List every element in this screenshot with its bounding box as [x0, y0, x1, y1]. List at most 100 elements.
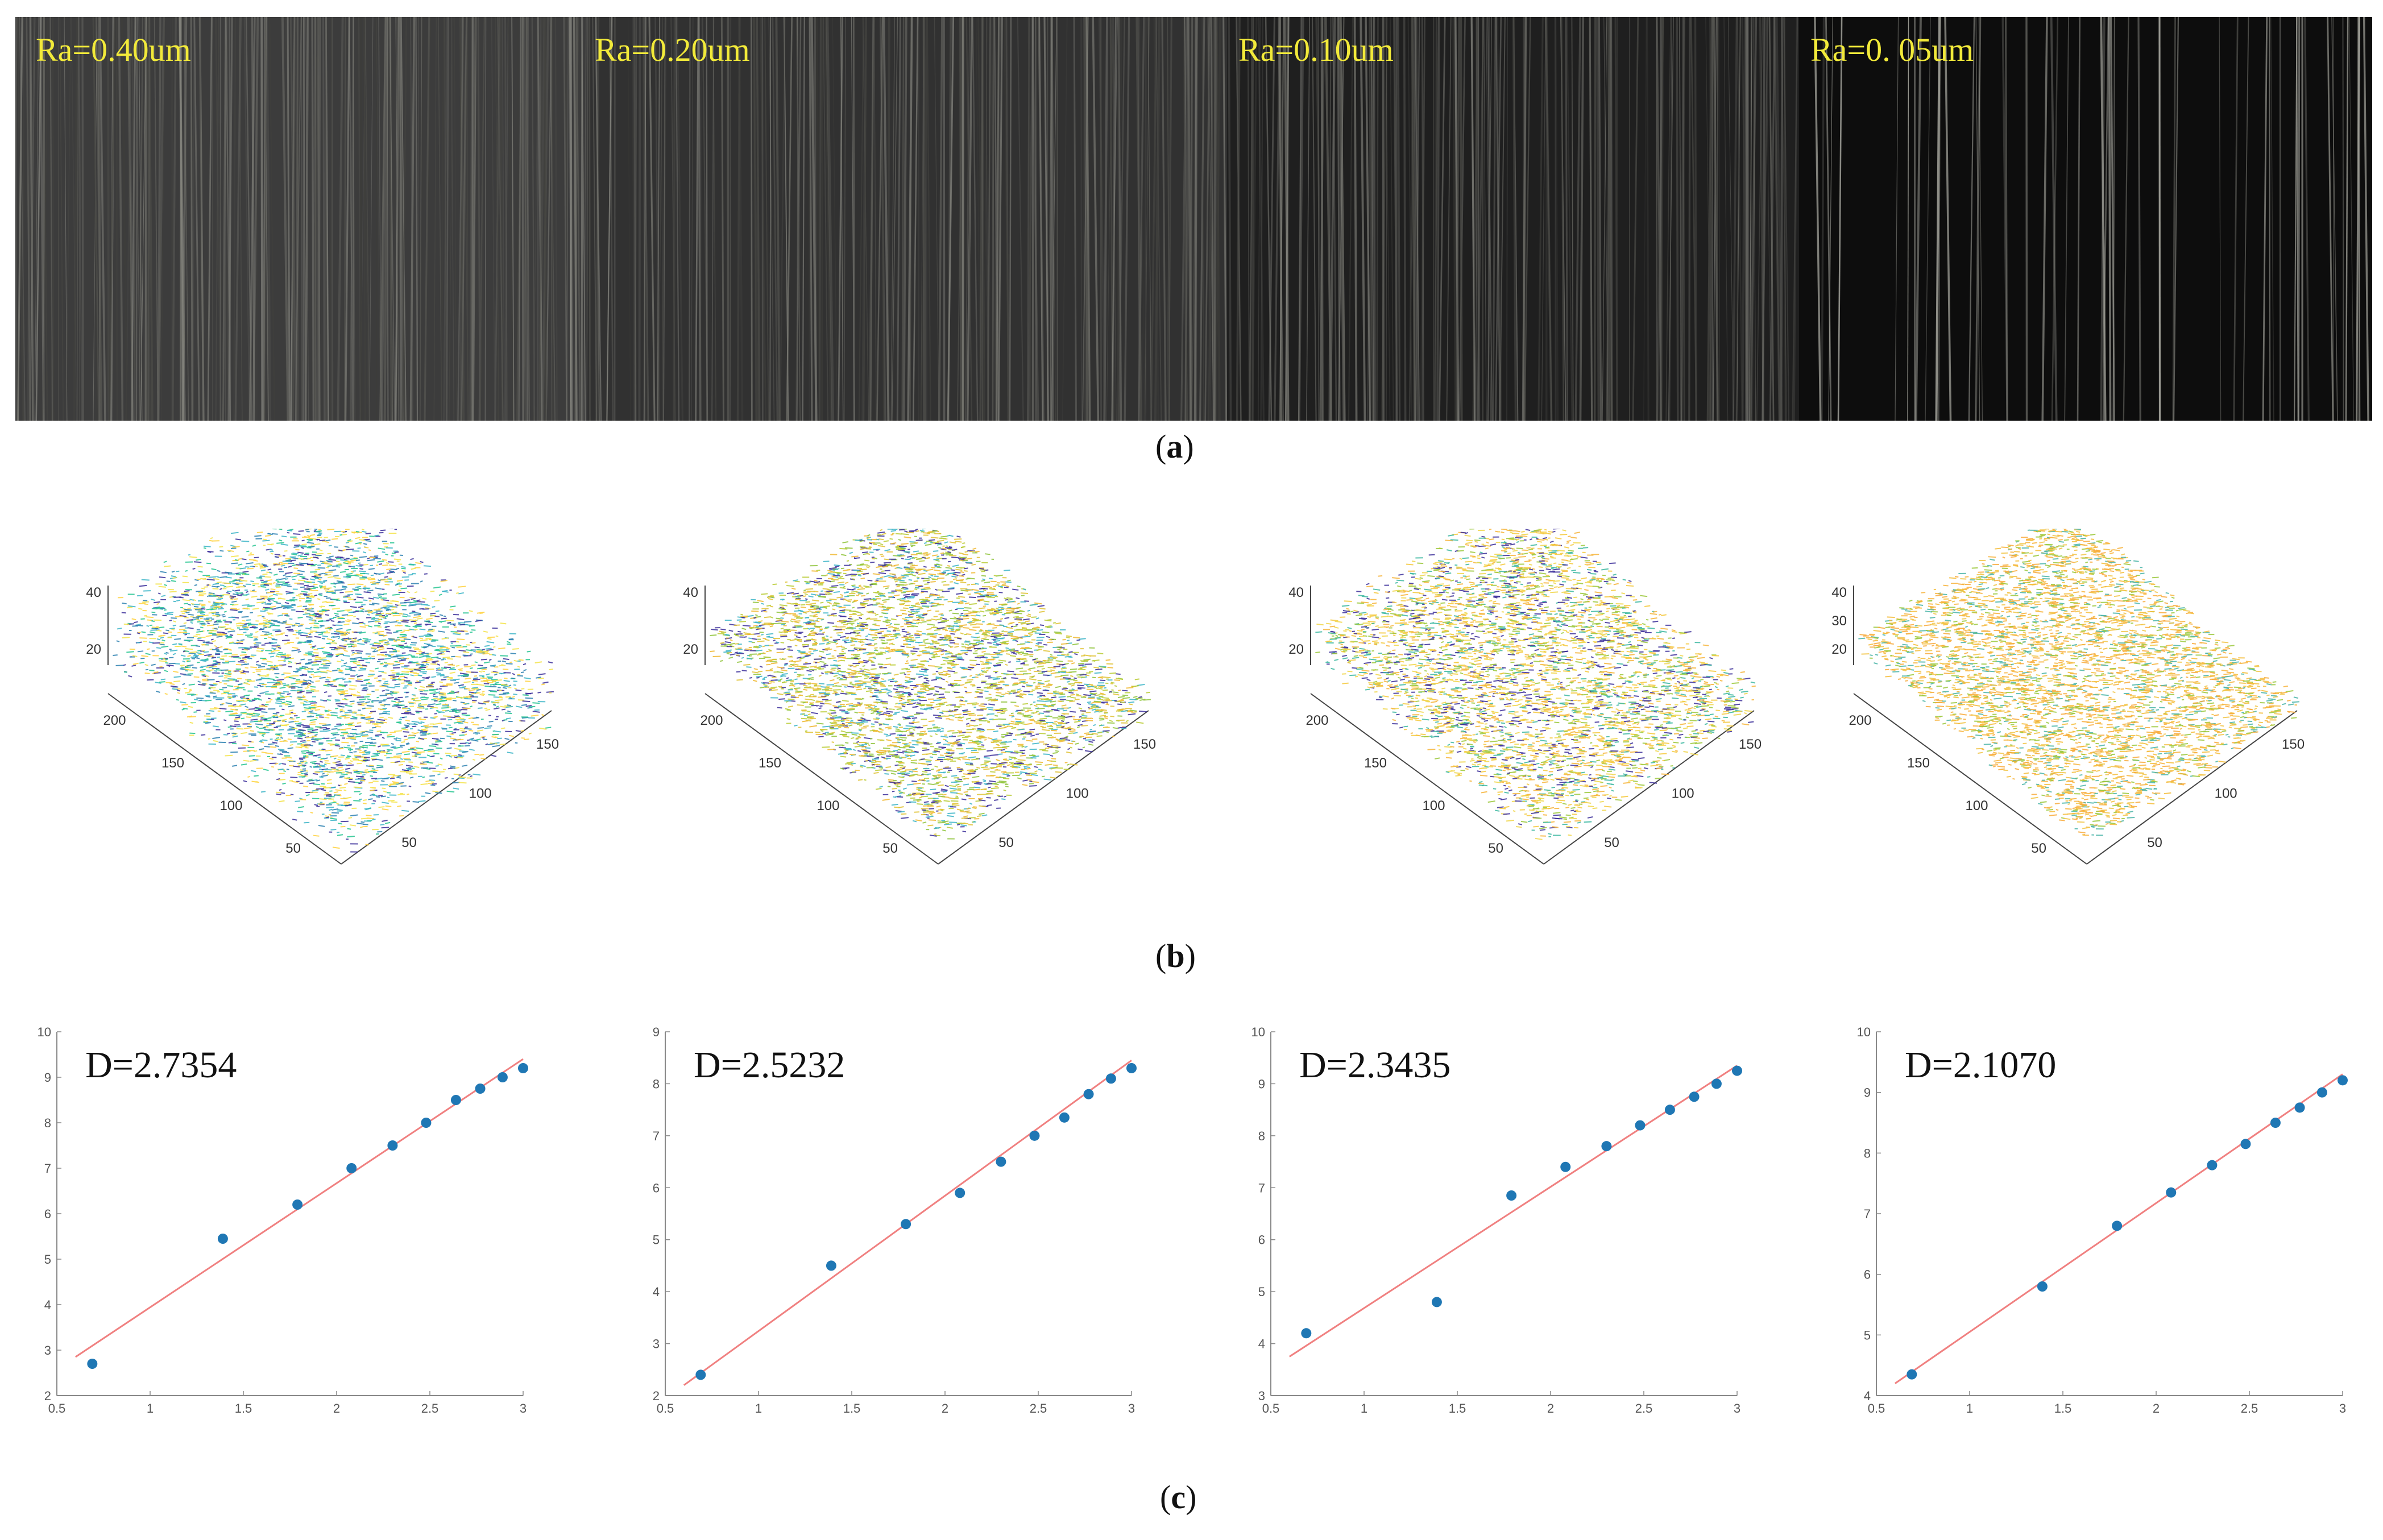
y-tick-label: 50	[1488, 841, 1503, 856]
y-tick-label: 9	[1258, 1077, 1265, 1091]
data-point	[1506, 1190, 1517, 1201]
surface-plot: 40 20 200 150 100 50 150 100 50	[683, 529, 1156, 865]
roughness-label: Ra=0.20um	[595, 31, 750, 68]
y-tick-label: 7	[1258, 1181, 1265, 1195]
data-point	[1560, 1161, 1571, 1172]
x-tick-label: 1.5	[1449, 1401, 1466, 1416]
x-tick-label: 1	[1966, 1401, 1973, 1416]
x-tick-label: 0.5	[1868, 1401, 1885, 1416]
data-point	[955, 1188, 965, 1198]
data-point	[2112, 1221, 2123, 1231]
x-tick-label: 2.5	[2241, 1401, 2258, 1416]
data-point	[1059, 1112, 1070, 1123]
data-point	[217, 1234, 228, 1244]
y-tick-label: 6	[1864, 1268, 1871, 1282]
data-point	[1083, 1089, 1094, 1099]
y-tick-label: 4	[1258, 1337, 1265, 1351]
data-point	[421, 1118, 432, 1128]
y-tick-label: 4	[653, 1285, 660, 1299]
texture-strip: Ra=0. 05um	[1799, 16, 2372, 421]
panel-a-label: (a)	[1155, 428, 1194, 465]
texture-streaks	[586, 16, 1228, 421]
x-tick-label: 1	[147, 1401, 154, 1416]
texture-strip: Ra=0.40um	[11, 16, 587, 421]
x-tick-label: 100	[1066, 786, 1089, 801]
fractal-fit-chart: 3 4 5 6 7 8 9 10 0.5 1 1.5 2 2.5 3 D=2.3435	[1251, 1025, 1742, 1416]
y-tick-label: 50	[2031, 841, 2046, 856]
texture-strip: Ra=0.20um	[586, 16, 1228, 421]
x-tick-label: 2	[942, 1401, 948, 1416]
x-tick-label: 150	[1133, 737, 1156, 752]
fractal-fit-chart: 2 3 4 5 6 7 8 9 0.5 1 1.5 2 2.5 3 D=2.5232	[653, 1025, 1137, 1416]
y-tick-label: 9	[44, 1070, 51, 1085]
y-tick-label: 200	[1306, 713, 1328, 728]
z-tick-label: 40	[683, 585, 698, 600]
data-point	[695, 1369, 706, 1380]
data-point	[1635, 1120, 1646, 1131]
surface-axes	[1310, 586, 1755, 865]
y-tick-label: 150	[161, 756, 184, 771]
x-tick-label: 100	[469, 786, 492, 801]
data-point	[2270, 1118, 2281, 1128]
roughness-label: Ra=0. 05um	[1810, 31, 1974, 68]
point-cloud	[710, 529, 1151, 840]
surface-plot: 40 20 200 150 100 50 150 100 50	[86, 529, 559, 865]
y-tick-label: 100	[817, 798, 839, 813]
x-tick-label: 1.5	[2054, 1401, 2072, 1416]
y-tick-label: 8	[1864, 1146, 1871, 1160]
y-tick-label: 150	[1364, 756, 1387, 771]
data-point	[1126, 1063, 1137, 1073]
y-tick-label: 7	[44, 1161, 51, 1176]
x-tick-label: 50	[401, 835, 417, 850]
x-tick-label: 50	[2147, 835, 2162, 850]
z-tick-label: 30	[1831, 613, 1847, 629]
surface-axes	[1853, 586, 2298, 865]
x-tick-label: 3	[2339, 1401, 2346, 1416]
panel-c-label: (c)	[1160, 1479, 1197, 1516]
roughness-label: Ra=0.10um	[1238, 31, 1394, 68]
y-tick-label: 4	[44, 1298, 51, 1312]
y-tick-label: 5	[44, 1252, 51, 1267]
y-tick-label: 10	[1857, 1025, 1871, 1039]
data-point	[2166, 1187, 2177, 1198]
y-tick-label: 2	[44, 1389, 51, 1403]
x-tick-label: 150	[1739, 737, 1762, 752]
texture-streaks	[1814, 16, 2369, 421]
x-tick-label: 3	[1128, 1401, 1135, 1416]
y-tick-label: 100	[1965, 798, 1988, 813]
y-tick-label: 5	[1864, 1328, 1871, 1342]
x-tick-label: 2.5	[1030, 1401, 1047, 1416]
data-point	[2207, 1160, 2218, 1170]
y-tick-label: 3	[653, 1337, 660, 1351]
y-tick-label: 8	[653, 1077, 660, 1091]
data-point	[2294, 1102, 2305, 1113]
data-point	[2316, 1087, 2327, 1098]
data-point	[497, 1072, 508, 1082]
y-tick-label: 5	[653, 1233, 660, 1247]
x-tick-label: 3	[520, 1401, 527, 1416]
y-tick-label: 6	[653, 1181, 660, 1195]
y-tick-label: 8	[44, 1116, 51, 1130]
data-point	[87, 1359, 98, 1369]
x-tick-label: 2	[333, 1401, 340, 1416]
x-tick-label: 0.5	[48, 1401, 66, 1416]
fractal-dimension-label: D=2.1070	[1905, 1044, 2056, 1086]
z-tick-label: 20	[683, 642, 698, 657]
y-tick-label: 150	[759, 756, 781, 771]
data-point	[1664, 1105, 1675, 1115]
data-point	[901, 1219, 911, 1230]
x-tick-label: 1.5	[843, 1401, 861, 1416]
y-tick-label: 150	[1907, 756, 1930, 771]
point-cloud	[113, 529, 554, 853]
texture-streaks	[11, 16, 587, 421]
y-tick-label: 3	[44, 1343, 51, 1358]
z-tick-label: 40	[1288, 585, 1304, 600]
fractal-fit-chart: 4 5 6 7 8 9 10 0.5 1 1.5 2 2.5 3 D=2.1070	[1857, 1025, 2348, 1416]
x-tick-label: 0.5	[657, 1401, 674, 1416]
x-tick-label: 1.5	[235, 1401, 252, 1416]
x-tick-label: 100	[2215, 786, 2237, 801]
y-tick-label: 200	[1849, 713, 1871, 728]
y-tick-label: 4	[1864, 1389, 1871, 1403]
z-tick-label: 40	[86, 585, 101, 600]
x-tick-label: 1	[1361, 1401, 1367, 1416]
